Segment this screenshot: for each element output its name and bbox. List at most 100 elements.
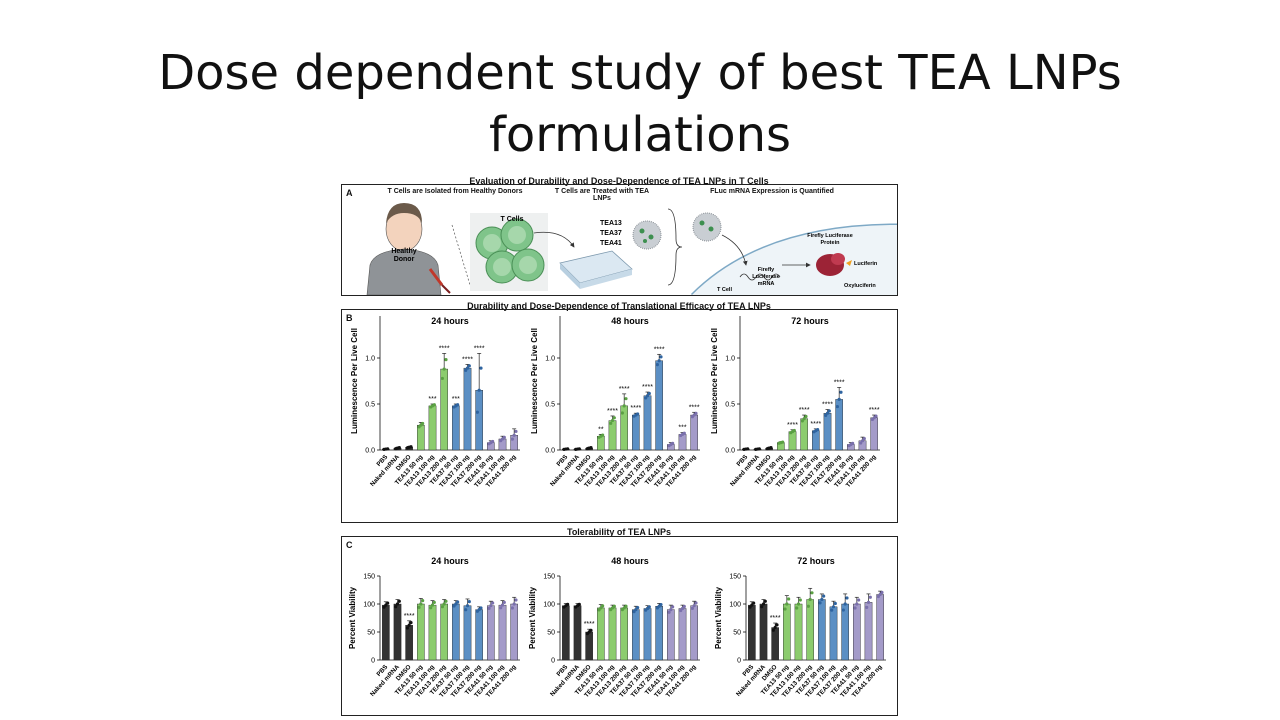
- point-1-4-2: [612, 416, 616, 420]
- point-0-7-2: [467, 364, 471, 368]
- point-5-7-2: [833, 601, 837, 606]
- bar-2-7: [823, 412, 832, 451]
- significance-0-4: ***: [428, 396, 436, 403]
- point-1-1-2: [577, 447, 581, 451]
- y-tick-label-2-3: 1.5: [725, 316, 735, 317]
- point-2-4-2: [792, 428, 796, 433]
- y-tick-label-1-3: 1.5: [545, 316, 555, 317]
- bar-3-10: [498, 604, 507, 661]
- y-tick-label-3-0: 0: [371, 658, 375, 665]
- point-5-8-0: [841, 608, 845, 612]
- point-2-8-1: [837, 397, 841, 401]
- point-3-2-0: [405, 626, 409, 630]
- bar-0-11: [510, 435, 518, 451]
- point-5-6-2: [822, 594, 826, 598]
- point-0-4-2: [432, 403, 436, 407]
- significance-1-7: ****: [642, 384, 653, 391]
- point-2-3-2: [781, 440, 785, 444]
- point-1-9-2: [671, 441, 675, 445]
- point-1-5-0: [620, 411, 624, 415]
- bar-5-6: [818, 599, 826, 661]
- well-plate: [559, 250, 633, 289]
- point-3-5-1: [442, 602, 446, 606]
- y-axis-label-5: Percent Viability: [714, 586, 723, 649]
- point-2-0-2: [746, 447, 750, 451]
- y-tick-label-5-0: 0: [737, 658, 741, 665]
- point-1-0-2: [566, 447, 570, 451]
- bar-4-5: [620, 607, 628, 661]
- y-tick-label-5-1: 50: [733, 630, 741, 637]
- significance-1-6: ****: [630, 405, 641, 412]
- point-5-2-0: [771, 628, 775, 632]
- point-5-3-2: [787, 597, 791, 601]
- point-0-9-2: [491, 439, 495, 444]
- mrna-label-3: mRNA: [758, 281, 775, 287]
- y-tick-label-3-3: 150: [363, 574, 375, 581]
- point-3-10-0: [499, 606, 503, 610]
- bar-3-6: [452, 603, 460, 661]
- bar-1-11: [690, 414, 698, 451]
- point-0-11-0: [510, 437, 514, 441]
- panel-a-header: Evaluation of Durability and Dose-Depend…: [469, 176, 769, 186]
- point-0-5-0: [440, 376, 444, 381]
- point-3-9-2: [491, 601, 495, 605]
- bar-3-5: [440, 603, 448, 661]
- y-tick-label-5-2: 100: [729, 602, 741, 609]
- y-tick-label-2-0: 0.0: [725, 448, 735, 455]
- point-5-5-2: [810, 591, 814, 595]
- point-5-6-0: [818, 601, 822, 605]
- point-5-5-1: [808, 597, 812, 602]
- point-5-4-1: [796, 602, 801, 606]
- bar-0-5: [440, 368, 448, 451]
- bar-1-8: [655, 360, 663, 451]
- bar-3-8: [475, 609, 483, 661]
- point-5-8-1: [843, 602, 847, 606]
- point-3-6-2: [456, 600, 460, 604]
- point-2-8-2: [839, 390, 843, 394]
- bar-0-4: [428, 405, 437, 451]
- slide-title-line2: formulations: [488, 107, 792, 163]
- point-5-2-1: [773, 625, 777, 630]
- point-0-8-1: [477, 388, 481, 392]
- bar-5-3: [783, 603, 791, 661]
- bar-3-4: [428, 604, 437, 661]
- bar-5-9: [853, 603, 861, 661]
- significance-0-8: ****: [474, 345, 485, 352]
- y-tick-label-5-3: 150: [729, 574, 741, 581]
- point-3-0-2: [386, 601, 390, 605]
- y-tick-label-3-1: 50: [367, 630, 375, 637]
- point-4-2-2: [589, 628, 593, 632]
- bar-3-2: [405, 625, 413, 661]
- point-3-7-0: [464, 608, 468, 612]
- chart-title-1: 48 hours: [611, 316, 649, 326]
- significance-2-5: ****: [799, 407, 810, 414]
- point-2-7-2: [827, 409, 831, 413]
- point-5-9-2: [857, 598, 861, 602]
- point-4-4-2: [612, 604, 616, 608]
- point-0-5-2: [444, 358, 448, 362]
- bar-4-0: [562, 605, 570, 661]
- slide-title: Dose dependent study of best TEA LNPs fo…: [0, 42, 1280, 166]
- point-1-7-0: [644, 396, 648, 400]
- formulation-1: TEA13: [600, 220, 622, 227]
- bar-4-1: [573, 605, 582, 661]
- point-5-3-1: [785, 602, 789, 606]
- point-4-7-2: [647, 605, 651, 609]
- point-4-3-2: [601, 604, 605, 608]
- point-4-9-2: [671, 605, 675, 609]
- y-tick-label-3-2: 100: [363, 602, 375, 609]
- bar-4-3: [597, 607, 605, 661]
- y-tick-label-4-1: 50: [547, 630, 555, 637]
- point-3-1-2: [397, 599, 401, 603]
- point-4-11-0: [690, 606, 694, 610]
- point-3-9-1: [489, 604, 493, 608]
- point-1-7-2: [647, 391, 651, 396]
- chart-title-5: 72 hours: [797, 556, 835, 566]
- bar-3-9: [487, 605, 495, 661]
- bar-1-4: [608, 420, 617, 451]
- bar-0-8: [475, 389, 483, 451]
- significance-0-7: ****: [462, 356, 473, 363]
- point-3-7-1: [465, 604, 470, 608]
- protein-label-1: Firefly Luciferase: [807, 233, 853, 239]
